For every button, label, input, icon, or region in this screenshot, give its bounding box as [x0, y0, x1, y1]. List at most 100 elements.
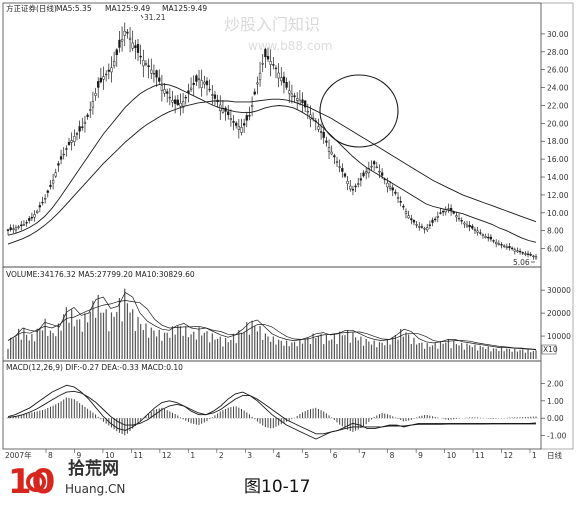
candle-body — [83, 121, 87, 124]
candle-body — [296, 98, 299, 101]
candle-body — [123, 30, 126, 36]
price-tick-label: 24.00 — [547, 84, 569, 93]
x-tick-label: 1 — [190, 451, 195, 460]
candle-body — [33, 214, 36, 218]
candle-body — [229, 118, 233, 120]
candle-body — [529, 254, 532, 256]
price-tick-label: 6.00 — [547, 245, 564, 254]
candle-body — [460, 220, 463, 222]
price-header-ma1: MA5:5.35 — [56, 4, 92, 13]
candle-body — [65, 148, 68, 150]
candle-body — [436, 216, 439, 218]
candle-body — [503, 245, 506, 247]
candle-body — [333, 155, 336, 158]
candle-body — [14, 227, 18, 231]
candle-body — [426, 227, 429, 231]
candle-body — [439, 212, 442, 214]
candle-body — [330, 151, 333, 155]
candle-body — [144, 63, 148, 65]
volume-tick-label: 20000 — [547, 309, 571, 318]
price-header-stock: 方正证券(日线) — [6, 3, 57, 13]
candle-body — [232, 121, 235, 123]
candle-body — [237, 126, 240, 130]
candle-body — [22, 224, 26, 226]
candle-body — [208, 88, 211, 91]
candle-body — [28, 218, 31, 221]
ma-fast-line — [7, 83, 537, 243]
candle-body — [357, 183, 360, 185]
candle-body — [179, 102, 182, 107]
x-tick-label: 7 — [361, 451, 366, 460]
highlight-circle — [319, 74, 399, 148]
macd-dea-line — [7, 390, 536, 435]
candle-body — [532, 255, 535, 258]
volume-ma10-line — [7, 300, 537, 350]
candle-body — [349, 185, 352, 190]
logo-gear-icon — [26, 472, 46, 492]
candle-body — [131, 42, 134, 49]
price-tick-label: 22.00 — [547, 101, 569, 110]
candle-body — [322, 132, 325, 138]
candle-body — [261, 63, 264, 65]
candle-body — [211, 94, 214, 96]
candle-body — [245, 115, 248, 121]
candle-body — [160, 85, 164, 91]
candle-body — [205, 80, 209, 86]
x-tick-label: 9 — [76, 451, 81, 460]
volume-header: VOLUME:34176.32 MA5:27799.20 MA10:30829.… — [6, 270, 195, 279]
candle-body — [240, 127, 243, 133]
candle-body — [304, 100, 307, 108]
candle-body — [107, 69, 110, 72]
x-tick-label: 11 — [475, 451, 485, 460]
candle-body — [192, 82, 195, 85]
candle-body — [378, 170, 381, 173]
candle-body — [158, 77, 161, 82]
candle-body — [500, 244, 503, 246]
candle-body — [136, 44, 140, 53]
candle-body — [396, 197, 400, 199]
candle-body — [481, 234, 485, 236]
candle-body — [516, 250, 519, 253]
candle-body — [17, 226, 20, 228]
x-tick-label: 10 — [447, 451, 457, 460]
candle-body — [457, 217, 461, 220]
candle-body — [277, 72, 280, 79]
candle-body — [526, 253, 530, 255]
volume-axis-ticks: 30000 20000 10000 — [541, 286, 571, 341]
candle-body — [89, 109, 92, 111]
candle-body — [134, 45, 137, 49]
candle-body — [407, 215, 410, 219]
candle-body — [110, 67, 113, 73]
candle-body — [479, 232, 482, 234]
candle-body — [264, 49, 267, 58]
candle-body — [248, 115, 251, 117]
candle-body — [112, 60, 116, 67]
volume-bars — [7, 288, 537, 359]
candle-body — [38, 205, 41, 208]
x-tick-label: 2 — [219, 451, 224, 460]
candle-body — [325, 140, 328, 143]
candle-body — [412, 220, 416, 223]
candle-body — [484, 236, 487, 238]
x-tick-label: 10 — [105, 451, 115, 460]
x-tick-label: 8 — [48, 451, 53, 460]
candle-body — [282, 76, 286, 83]
candle-body — [203, 81, 206, 85]
bottom-date-label: 2007年 — [5, 450, 32, 460]
macd-header: MACD(12,26,9) DIF:-0.27 DEA:-0.33 MACD:0… — [6, 363, 183, 372]
price-tick-label: 12.00 — [547, 191, 569, 200]
candle-body — [36, 210, 39, 213]
candle-body — [285, 82, 288, 88]
candle-body — [41, 201, 44, 204]
candle-body — [489, 236, 493, 240]
candle-body — [181, 101, 185, 108]
candle-body — [335, 161, 339, 163]
macd-tick-label: 0.00 — [547, 414, 564, 423]
candle-body — [30, 217, 34, 219]
x-tick-label: 12 — [162, 451, 172, 460]
candle-body — [415, 224, 418, 226]
candle-body — [128, 37, 132, 40]
candle-body — [97, 81, 100, 88]
candle-body — [139, 55, 142, 58]
volume-panel-frame — [2, 266, 542, 362]
